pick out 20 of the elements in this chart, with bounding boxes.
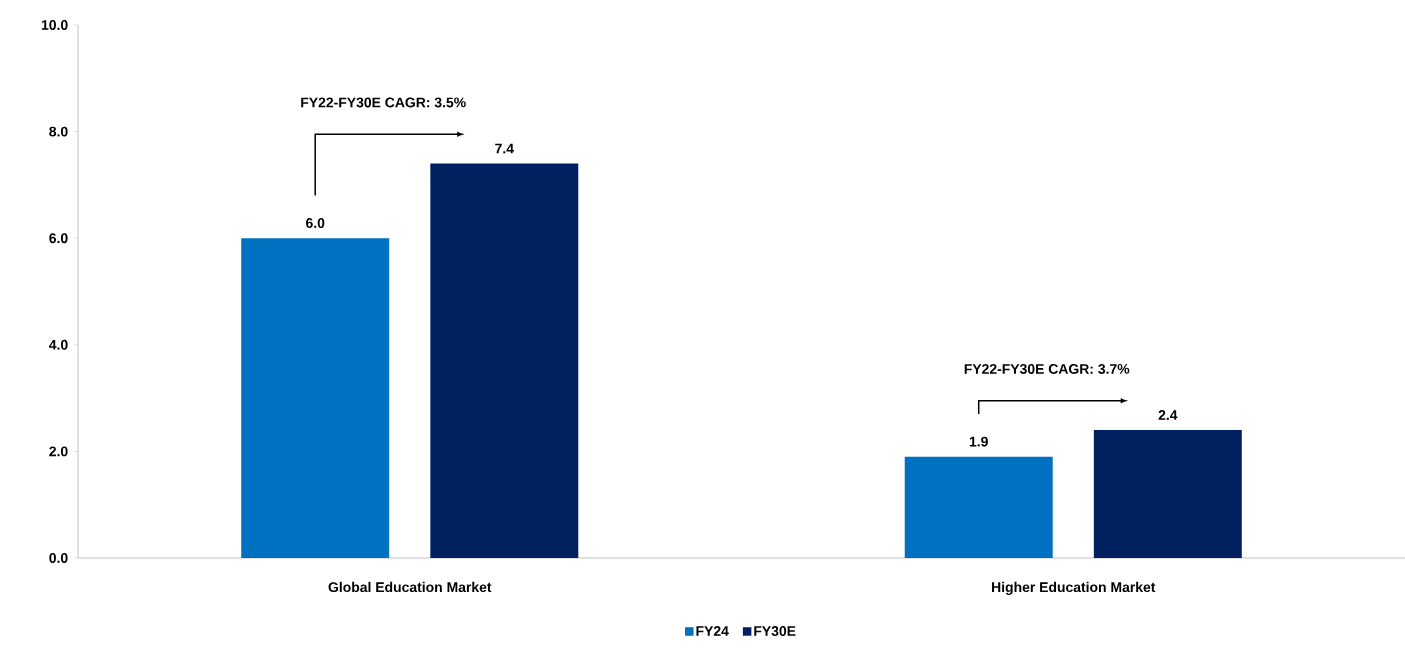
data-label: 1.9 (969, 436, 988, 447)
legend-label: FY30E (754, 626, 796, 637)
bar (430, 163, 579, 558)
bar (241, 238, 390, 558)
bar (1093, 430, 1242, 558)
y-tick-label: 6.0 (49, 233, 68, 244)
x-tick-label: Higher Education Market (992, 581, 1156, 595)
data-label: 7.4 (495, 143, 514, 154)
annotation: FY22-FY30E CAGR: 3.5% (301, 97, 466, 108)
y-tick-label: 10.0 (41, 20, 68, 30)
data-label: 2.4 (1158, 410, 1178, 420)
y-tick-label: 0.0 (49, 553, 68, 563)
annotation: FY22-FY30E CAGR: 3.7% (964, 363, 1130, 374)
legend-label: FY24 (696, 626, 729, 636)
data-label: 6.0 (306, 218, 325, 228)
y-tick-label: 2.0 (49, 446, 68, 457)
bar (904, 456, 1053, 558)
x-tick-label: Global Education Market (328, 581, 492, 593)
y-tick-label: 8.0 (49, 126, 68, 137)
y-tick-label: 4.0 (49, 339, 68, 350)
